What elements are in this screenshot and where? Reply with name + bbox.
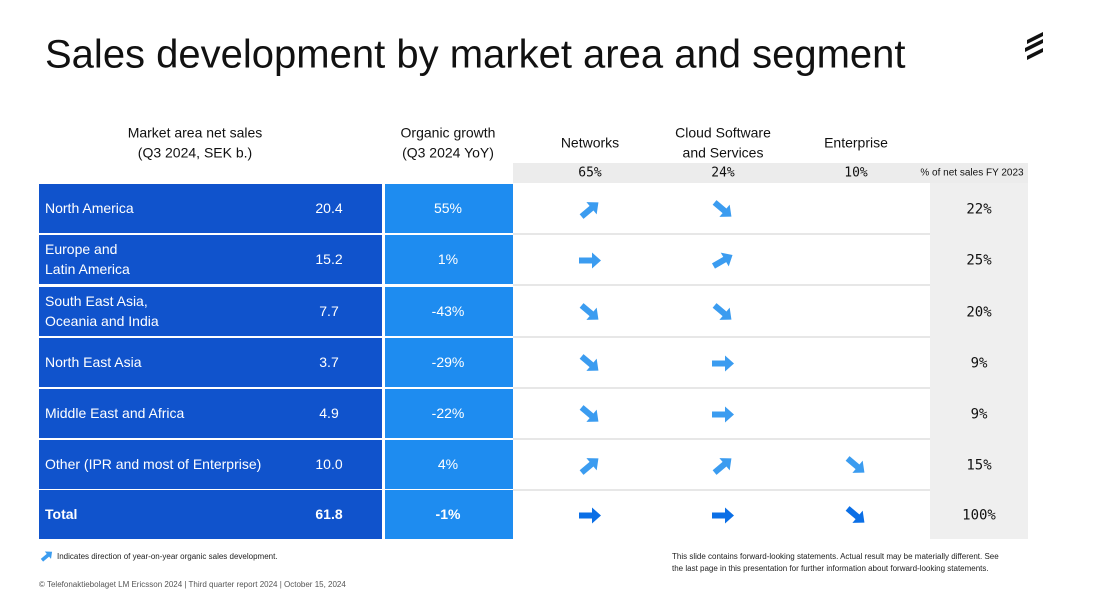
column-header: (Q3 2024 YoY) [402, 145, 494, 161]
organic-growth: 1% [438, 251, 458, 267]
area-name: Europe and [45, 241, 117, 257]
area-cell [39, 440, 382, 489]
trend-arrow [709, 452, 737, 479]
net-sales: 61.8 [315, 506, 342, 522]
area-cell [39, 287, 382, 336]
share-column [930, 183, 1028, 539]
organic-growth: -29% [432, 354, 465, 370]
segment-share: 24% [711, 166, 735, 181]
area-name: South East Asia, [45, 293, 148, 309]
net-sales: 7.7 [319, 303, 339, 319]
trend-arrow [712, 507, 734, 524]
area-cell [39, 490, 382, 539]
growth-cell [385, 440, 513, 489]
area-cell [39, 184, 382, 233]
trend-arrow [576, 452, 604, 479]
copyright: © Telefonaktiebolaget LM Ericsson 2024 |… [39, 580, 346, 589]
trend-arrow [709, 248, 737, 273]
legend-arrow [38, 548, 56, 564]
segment-header: and Services [683, 145, 764, 161]
organic-growth: 4% [438, 456, 458, 472]
share-value: 9% [971, 356, 988, 372]
slide-title: Sales development by market area and seg… [45, 33, 906, 77]
logo [1025, 32, 1043, 60]
growth-cell [385, 184, 513, 233]
trend-arrow [842, 502, 870, 529]
legend-text: Indicates direction of year-on-year orga… [57, 552, 278, 561]
area-name: Other (IPR and most of Enterprise) [45, 456, 261, 472]
growth-cell [385, 389, 513, 438]
column-header: Market area net sales [128, 125, 263, 141]
area-name: Latin America [45, 261, 130, 277]
share-value: 22% [966, 202, 992, 218]
growth-cell [385, 338, 513, 387]
segment-header: Cloud Software [675, 125, 771, 141]
segment-share: 10% [844, 166, 868, 181]
net-sales: 10.0 [315, 456, 342, 472]
net-sales: 20.4 [315, 200, 342, 216]
net-sales: 3.7 [319, 354, 339, 370]
column-header: (Q3 2024, SEK b.) [138, 145, 252, 161]
segment-header: Networks [561, 135, 619, 151]
growth-cell [385, 490, 513, 539]
area-cell [39, 389, 382, 438]
organic-growth: -43% [432, 303, 465, 319]
column-header: Organic growth [401, 125, 496, 141]
growth-cell [385, 235, 513, 284]
net-sales: 4.9 [319, 405, 339, 421]
share-value: 20% [966, 305, 992, 321]
share-header: % of net sales FY 2023 [920, 168, 1024, 179]
trend-arrow [579, 507, 601, 524]
organic-growth: -22% [432, 405, 465, 421]
trend-arrow [576, 196, 604, 223]
area-cell [39, 338, 382, 387]
trend-arrow [712, 406, 734, 423]
area-name: North America [45, 200, 134, 216]
organic-growth: -1% [436, 506, 461, 522]
segment-share: 65% [578, 166, 602, 181]
trend-arrow [709, 196, 737, 223]
growth-cell [385, 287, 513, 336]
area-name: Middle East and Africa [45, 405, 185, 421]
area-name: Oceania and India [45, 313, 159, 329]
organic-growth: 55% [434, 200, 462, 216]
trend-arrow [712, 355, 734, 372]
share-value: 15% [966, 458, 992, 474]
share-value: 100% [962, 508, 996, 524]
trend-arrow [842, 452, 870, 479]
trend-arrow [579, 252, 601, 269]
trend-arrow [709, 299, 737, 326]
net-sales: 15.2 [315, 251, 342, 267]
area-cell [39, 235, 382, 284]
share-value: 25% [966, 253, 992, 269]
area-name: Total [45, 506, 77, 522]
share-value: 9% [971, 407, 988, 423]
header-band [513, 163, 1028, 183]
trend-arrow [576, 299, 604, 326]
segment-header: Enterprise [824, 135, 888, 151]
area-name: North East Asia [45, 354, 142, 370]
disclaimer: the last page in this presentation for f… [672, 564, 989, 573]
trend-arrow [576, 401, 604, 428]
disclaimer: This slide contains forward-looking stat… [672, 552, 999, 561]
trend-arrow [576, 350, 604, 377]
